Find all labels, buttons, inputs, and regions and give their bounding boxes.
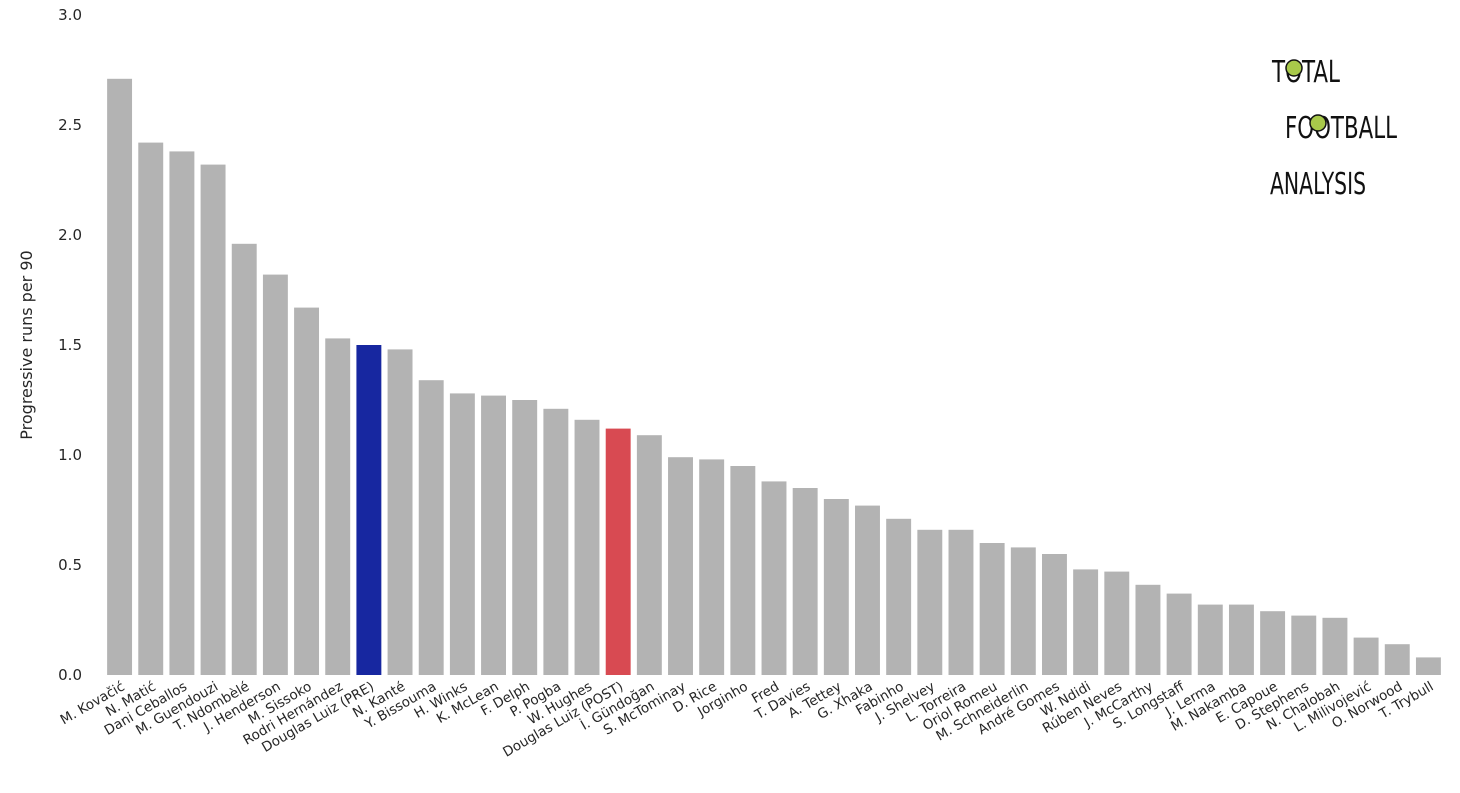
bar: [1291, 615, 1317, 675]
bar: [1042, 554, 1067, 675]
bar: [605, 428, 631, 675]
y-tick-label: 2.0: [58, 226, 82, 244]
y-tick-label: 1.5: [58, 336, 82, 354]
bar: [1166, 593, 1192, 675]
bar: [823, 499, 849, 675]
bar: [668, 457, 693, 675]
bar: [107, 78, 133, 676]
logo-line-2: FOOTBALL: [1285, 111, 1397, 146]
bar: [1260, 611, 1286, 675]
bar: [418, 380, 444, 675]
bars: [107, 78, 1441, 676]
bar: [262, 274, 288, 675]
bar: [481, 395, 506, 675]
logo-panel-1: [1252, 38, 1362, 98]
bar: [1353, 637, 1379, 675]
bar: [886, 518, 912, 675]
bar: [1384, 644, 1410, 675]
total-football-analysis-logo: TOTAL FOOTBALL ANALYSIS: [1252, 38, 1418, 208]
y-tick-label: 3.0: [58, 6, 82, 24]
bar: [636, 435, 662, 675]
bar: [855, 505, 880, 675]
bar: [169, 151, 195, 675]
bar: [730, 466, 756, 675]
bar: [543, 408, 569, 675]
bar: [948, 529, 974, 675]
bar: [449, 393, 475, 675]
ball-icon: [1285, 59, 1303, 77]
bar: [1135, 584, 1161, 675]
bar: [792, 488, 818, 675]
y-tick-label: 2.5: [58, 116, 82, 134]
logo-line-1: TOTAL: [1271, 55, 1340, 90]
y-axis-ticks: 0.0 0.5 1.0 1.5 2.0 2.5 3.0: [58, 6, 82, 684]
logo-line-3: ANALYSIS: [1270, 167, 1366, 202]
bar: [512, 400, 538, 675]
bar: [1073, 569, 1099, 675]
ball-icon: [1309, 114, 1327, 132]
bar: [1010, 547, 1036, 675]
bar: [200, 164, 226, 675]
y-axis-title: Progressive runs per 90: [17, 250, 36, 439]
logo-panel-2: [1280, 100, 1418, 148]
y-tick-label: 0.0: [58, 666, 82, 684]
y-tick-label: 0.5: [58, 556, 82, 574]
bar: [699, 459, 725, 675]
bar: [979, 543, 1005, 675]
bar: [1228, 604, 1254, 675]
bar: [231, 243, 257, 676]
bar: [1322, 617, 1348, 675]
bar: [325, 338, 351, 675]
bar: [1197, 604, 1223, 675]
bar: [294, 307, 320, 675]
bar: [138, 142, 164, 676]
bar: [387, 349, 413, 675]
bar: [1104, 571, 1130, 675]
bar: [1415, 657, 1441, 675]
bar: [761, 481, 787, 675]
bar: [917, 529, 943, 675]
bar: [356, 345, 382, 675]
y-tick-label: 1.0: [58, 446, 82, 464]
bar: [574, 419, 600, 675]
logo-panel-3: [1262, 150, 1380, 208]
